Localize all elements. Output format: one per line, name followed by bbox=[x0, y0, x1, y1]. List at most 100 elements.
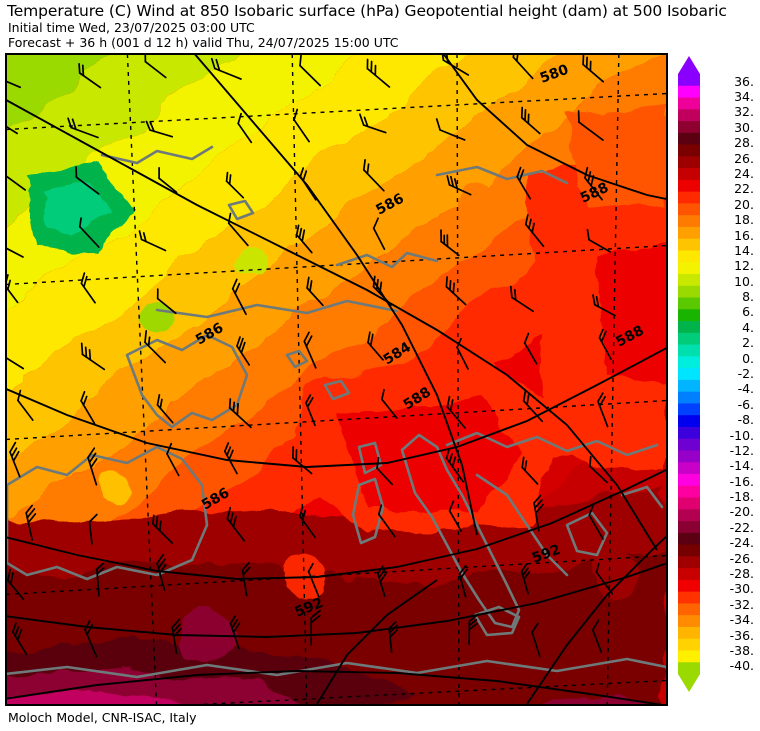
colorbar-tick-label: -36. bbox=[729, 627, 754, 643]
wind-barb-flag bbox=[12, 450, 20, 462]
colorbar-segment bbox=[678, 579, 700, 593]
wind-barb bbox=[88, 521, 93, 545]
wind-barb-flag bbox=[306, 276, 310, 289]
wind-barb bbox=[7, 80, 22, 89]
colorbar-segment bbox=[678, 638, 700, 652]
wind-barb-flag bbox=[531, 222, 535, 234]
wind-barb bbox=[7, 286, 19, 304]
wind-barb-flag bbox=[158, 520, 162, 532]
colorbar-segment bbox=[678, 474, 700, 487]
wind-barb-flag bbox=[363, 116, 369, 128]
colorbar-segment bbox=[678, 415, 700, 428]
colorbar-segment bbox=[678, 391, 700, 405]
wind-barb-flag bbox=[597, 392, 604, 403]
wind-barb-flag bbox=[238, 337, 244, 351]
colorbar-segment bbox=[678, 132, 700, 146]
colorbar-segment bbox=[678, 403, 700, 416]
wind-barb-flag bbox=[372, 275, 376, 288]
wind-barb-flag bbox=[158, 563, 167, 574]
colorbar-tick-label: -38. bbox=[729, 642, 754, 658]
temperature-colorbar[interactable]: 36. 34. 32. 30. 28. 26. 24. 22. 20. 18. 16. 14. 12. 1… bbox=[676, 52, 756, 712]
wind-barb bbox=[307, 570, 320, 598]
wind-barb-flag bbox=[155, 516, 159, 529]
geopotential-contours bbox=[7, 55, 666, 704]
wind-barb-flag bbox=[389, 629, 398, 638]
wind-barb-flag bbox=[215, 58, 221, 72]
wind-barb-flag bbox=[453, 178, 459, 190]
colorbar-tick-label: 18. bbox=[734, 212, 754, 228]
wind-barb-flag bbox=[232, 515, 237, 528]
colorbar-tick-label: 22. bbox=[734, 181, 754, 197]
wind-barb bbox=[531, 631, 541, 658]
wind-barb-flag bbox=[367, 331, 371, 344]
colorbar-segment bbox=[678, 97, 700, 110]
colorbar-tick-label: -6. bbox=[737, 396, 754, 412]
wind-barb-flag bbox=[299, 167, 305, 178]
colorbar-segment bbox=[678, 297, 700, 310]
wind-barb-flag bbox=[232, 401, 236, 413]
wind-barb-flag bbox=[229, 512, 234, 524]
colorbar-tick-label: -26. bbox=[729, 550, 754, 566]
wind-barb-flag bbox=[449, 279, 452, 291]
initial-time-label: Initial time Wed, 23/07/2025 03:00 UTC bbox=[8, 20, 255, 35]
wind-barb bbox=[448, 509, 463, 532]
wind-barb bbox=[156, 297, 177, 315]
wind-barb-flag bbox=[83, 275, 88, 288]
wind-barb-flag bbox=[27, 513, 37, 524]
wind-barb bbox=[7, 126, 18, 135]
colorbar-tick-label: -4. bbox=[737, 381, 754, 397]
colorbar-segment bbox=[678, 615, 700, 628]
wind-barb-flag bbox=[521, 456, 525, 469]
wind-barb-flag bbox=[242, 566, 251, 576]
wind-barb bbox=[377, 513, 396, 538]
map-plot-area[interactable]: 580 586 584 586 586 588 588 588 592 592 bbox=[5, 53, 668, 706]
model-credit: Moloch Model, CNR-ISAC, Italy bbox=[8, 710, 197, 725]
wind-barb bbox=[578, 121, 604, 141]
wind-barb-flag bbox=[82, 395, 88, 406]
wind-barb bbox=[7, 175, 27, 191]
colorbar-segment bbox=[678, 509, 700, 522]
colorbar-tick-label: 32. bbox=[734, 104, 754, 120]
colorbar-tick-label: 26. bbox=[734, 150, 754, 166]
colorbar-segment bbox=[678, 462, 700, 475]
wind-barb-flag bbox=[359, 113, 365, 126]
colorbar-segment bbox=[678, 497, 700, 510]
wind-barb-flag bbox=[241, 561, 250, 571]
wind-barb bbox=[439, 129, 466, 141]
wind-barb bbox=[595, 571, 614, 595]
wind-barb-flag bbox=[84, 619, 91, 631]
colorbar-segment bbox=[678, 556, 700, 569]
wind-barb-flag bbox=[228, 449, 234, 461]
wind-barb-flag bbox=[468, 622, 478, 631]
colorbar-tick-label: 10. bbox=[734, 273, 754, 289]
wind-barb-flag bbox=[441, 55, 445, 62]
wind-barb-flag bbox=[299, 55, 302, 67]
colorbar-segment bbox=[678, 532, 700, 546]
wind-barb-flag bbox=[17, 389, 22, 402]
colorbar-segment bbox=[678, 426, 700, 440]
wind-barb-flag bbox=[157, 558, 166, 569]
wind-barb bbox=[376, 467, 394, 486]
wind-barb-flag bbox=[513, 288, 517, 301]
wind-barb-flag bbox=[533, 494, 542, 504]
wind-barb-flag bbox=[226, 446, 232, 457]
wind-barb-flag bbox=[381, 388, 385, 401]
forecast-valid-label: Forecast + 36 h (001 d 12 h) valid Thu, … bbox=[8, 35, 399, 50]
wind-barb-flag bbox=[172, 627, 182, 638]
wind-barb bbox=[7, 357, 25, 370]
wind-barb-flag bbox=[9, 441, 17, 453]
wind-barb-flag bbox=[293, 108, 299, 121]
wind-barb bbox=[158, 177, 178, 194]
wind-barb-flag bbox=[449, 399, 454, 412]
colorbar-under-arrow bbox=[678, 674, 700, 692]
colorbar-tick-label: 4. bbox=[742, 319, 754, 335]
wind-barb-flag bbox=[11, 622, 17, 633]
wind-barb-flag bbox=[450, 175, 455, 188]
wind-barb-flag bbox=[524, 109, 527, 122]
wind-barb-flag bbox=[452, 282, 455, 294]
colorbar-tick-label: 34. bbox=[734, 89, 754, 105]
wind-barb-flag bbox=[445, 449, 450, 460]
wind-barb bbox=[591, 629, 603, 654]
wind-barb-flag bbox=[310, 609, 321, 619]
wind-barb bbox=[227, 222, 249, 247]
